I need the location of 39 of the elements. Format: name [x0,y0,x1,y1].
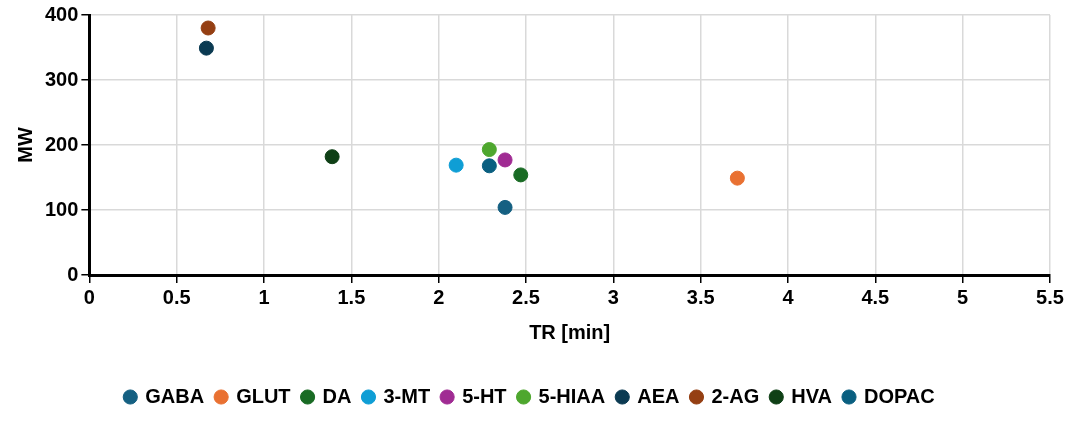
x-tick-label: 3 [607,285,619,308]
x-tick-label: 0.5 [162,285,191,308]
point [481,142,497,158]
point [198,40,214,56]
point [497,152,513,168]
point [497,199,513,215]
x-tick-label: 1.5 [337,285,366,308]
legend-label: AEA [637,384,680,407]
point [513,167,529,183]
y-tick-label: 0 [67,262,79,285]
x-tick-label: 5 [957,285,969,308]
legend-label: DA [322,384,352,407]
x-tick-label: 2 [433,285,445,308]
x-tick-label: 4 [782,285,795,308]
point [729,170,745,186]
point [324,149,340,165]
legend-label: 2-AG [711,384,760,407]
point [200,20,216,36]
x-axis-title: TR [min] [529,320,611,343]
legend-label: DOPAC [864,384,935,407]
legend-label: 5-HT [462,384,507,407]
x-tick-label: 3.5 [686,285,715,308]
y-tick-label: 200 [44,132,79,155]
legend-label: HVA [791,384,832,407]
point [481,158,497,174]
x-tick-label: 2.5 [512,285,540,308]
y-axis-title: MW [13,127,36,163]
x-tick-label: 0 [83,285,95,308]
x-tick-label: 5.5 [1036,285,1064,308]
legend-label: 3-MT [383,384,431,407]
legend-label: GLUT [236,384,291,407]
x-tick-label: 1 [258,285,270,308]
y-tick-label: 400 [44,2,79,25]
point [448,157,464,173]
legend-label: GABA [145,384,205,407]
legend-label: 5-HIAA [538,384,606,407]
y-tick-label: 100 [44,197,79,220]
x-tick-label: 4.5 [861,285,890,308]
y-tick-label: 300 [44,67,79,90]
